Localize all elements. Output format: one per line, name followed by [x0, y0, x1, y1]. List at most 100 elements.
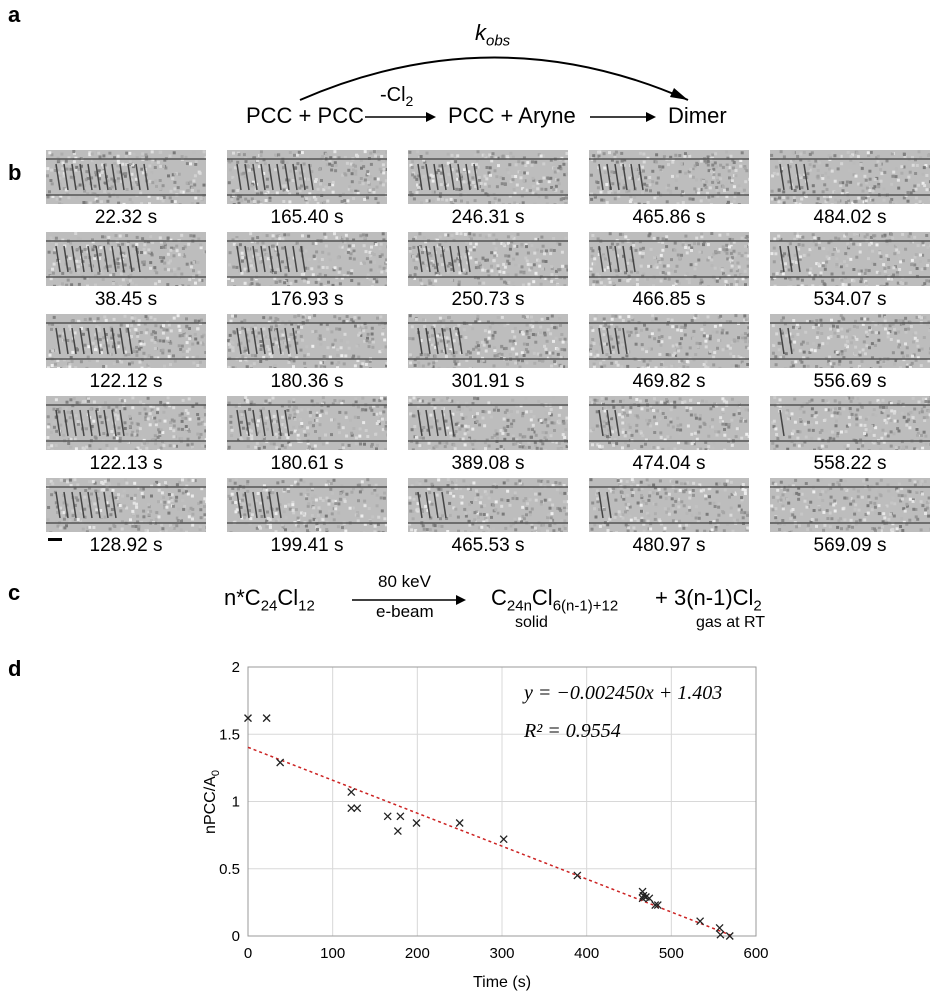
frame-time-label: 199.41 s [270, 535, 344, 556]
frame-time-label: 122.13 s [89, 453, 163, 474]
tem-frame: 176.93 s [227, 232, 387, 311]
tem-image [589, 314, 749, 368]
tem-image [589, 478, 749, 532]
tem-image [589, 232, 749, 286]
frame-time-label: 176.93 s [270, 289, 344, 310]
tem-image [408, 396, 568, 450]
product-gas-note: gas at RT [696, 614, 766, 631]
data-point [715, 923, 724, 932]
data-point [276, 758, 285, 767]
frame-time-label: 165.40 s [270, 207, 344, 228]
data-point [716, 930, 725, 939]
frame-time-label: 22.32 s [94, 207, 158, 228]
tem-image [770, 232, 930, 286]
tem-frame: 180.36 s [227, 314, 387, 393]
frame-time-label: 250.73 s [451, 289, 525, 310]
tem-frame: 246.31 s [408, 150, 568, 229]
chart-grid [247, 666, 757, 937]
data-point [499, 835, 508, 844]
data-point [696, 917, 705, 926]
tem-image [589, 150, 749, 204]
tem-frame: 480.97 s [589, 478, 749, 557]
x-axis-label: Time (s) [473, 974, 531, 991]
arrow-label-cl2: -Cl2 [380, 84, 414, 109]
tem-frame: 465.53 s [408, 478, 568, 557]
species-pcc-pcc: PCC + PCC [246, 103, 364, 128]
data-point [725, 932, 734, 940]
tem-frame: 301.91 s [408, 314, 568, 393]
tem-frame: 22.32 s [46, 150, 206, 229]
tem-frame: 38.45 s [46, 232, 206, 311]
frame-time-label: 558.22 s [813, 453, 887, 474]
scale-bar [48, 538, 62, 541]
data-point [347, 804, 356, 813]
tem-frame: 122.12 s [46, 314, 206, 393]
tem-image [46, 396, 206, 450]
tem-image [770, 396, 930, 450]
tem-image [770, 150, 930, 204]
chart-ticks: 0 100 200 300 400 500 600 0 0.5 1 1.5 2 [219, 659, 768, 962]
x-tick-label: 600 [743, 945, 768, 962]
tem-image [227, 150, 387, 204]
x-tick-label: 200 [405, 945, 430, 962]
frame-time-label: 556.69 s [813, 371, 887, 392]
data-point [393, 827, 402, 836]
data-point [347, 788, 356, 797]
tem-frame: 250.73 s [408, 232, 568, 311]
tem-image [408, 478, 568, 532]
tem-frame: 389.08 s [408, 396, 568, 475]
frame-time-label: 180.61 s [270, 453, 344, 474]
tem-frame: 180.61 s [227, 396, 387, 475]
data-point [653, 901, 662, 910]
product-gas-formula: + 3(n-1)Cl2 [655, 585, 762, 615]
frame-time-label: 469.82 s [632, 371, 706, 392]
data-point [383, 812, 392, 821]
fit-line [247, 746, 731, 936]
panel-label-c: c [8, 580, 21, 605]
y-tick-label: 1.5 [219, 726, 240, 743]
tem-frame: 534.07 s [770, 232, 930, 311]
tem-frame: 474.04 s [589, 396, 749, 475]
tem-image [770, 478, 930, 532]
tem-frame: 165.40 s [227, 150, 387, 229]
reaction-arrow [352, 595, 466, 605]
tem-image [408, 314, 568, 368]
product-solid-note: solid [515, 614, 548, 631]
frame-time-label: 38.45 s [94, 289, 158, 310]
tem-image [227, 396, 387, 450]
scheme-arrows [299, 56, 689, 122]
data-points [244, 714, 734, 940]
panel-label-b: b [8, 160, 22, 185]
frame-time-label: 122.12 s [89, 371, 163, 392]
tem-image [46, 150, 206, 204]
tem-image [227, 314, 387, 368]
plot-frame [247, 666, 757, 937]
frame-time-label: 180.36 s [270, 371, 344, 392]
frame-time-label: 466.85 s [632, 289, 706, 310]
data-point [262, 714, 271, 723]
frame-time-label: 128.92 s [89, 535, 163, 556]
frame-time-label: 569.09 s [813, 535, 887, 556]
kinetics-chart: 0 100 200 300 400 500 600 0 0.5 1 1.5 2 Time (s) nP… [202, 659, 769, 991]
tem-image [227, 232, 387, 286]
tem-image [227, 478, 387, 532]
tem-image [46, 232, 206, 286]
tem-image [408, 150, 568, 204]
y-tick-label: 0.5 [219, 861, 240, 878]
tem-frame: 469.82 s [589, 314, 749, 393]
data-point [412, 819, 421, 827]
frame-time-label: 465.86 s [632, 207, 706, 228]
data-point [396, 812, 405, 821]
y-tick-label: 0 [232, 928, 240, 945]
x-tick-label: 100 [320, 945, 345, 962]
data-point [645, 894, 654, 903]
data-point [573, 871, 582, 880]
k-obs-label: kobs [475, 20, 511, 50]
tem-image [589, 396, 749, 450]
y-tick-label: 2 [232, 659, 240, 676]
x-tick-label: 300 [489, 945, 514, 962]
x-tick-label: 500 [659, 945, 684, 962]
product-solid-formula: C24nCl6(n-1)+12 [491, 585, 619, 615]
data-point [244, 714, 252, 723]
panel-label-a: a [8, 2, 21, 27]
